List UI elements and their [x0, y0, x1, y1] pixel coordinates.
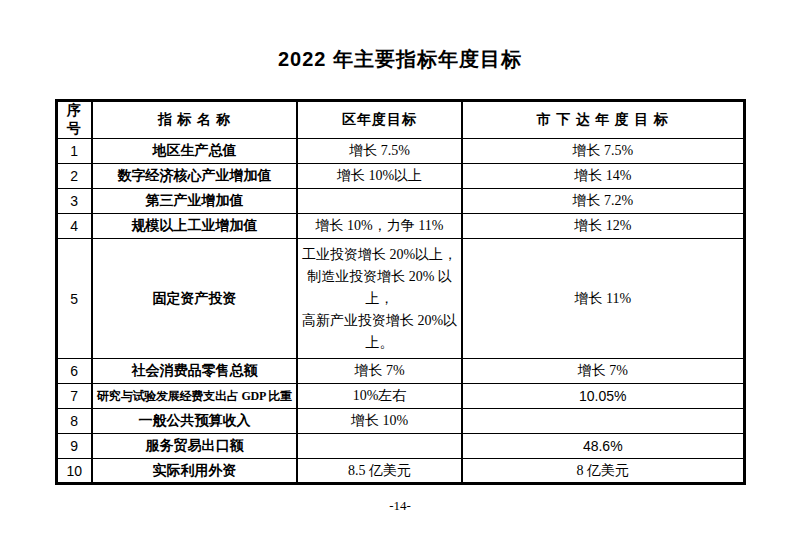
city-target-cell: 增长 7.2% [462, 189, 744, 214]
table-row: 10 实际利用外资 8.5 亿美元 8 亿美元 [56, 459, 744, 484]
district-target-cell: 8.5 亿美元 [297, 459, 462, 484]
indicator-name-cell: 服务贸易出口额 [92, 434, 297, 459]
city-target-cell: 增长 14% [462, 164, 744, 189]
indicator-name-cell: 社会消费品零售总额 [92, 359, 297, 384]
table-row: 6 社会消费品零售总额 增长 7% 增长 7% [56, 359, 744, 384]
table-row: 7 研究与试验发展经费支出占 GDP 比重 10%左右 10.05% [56, 384, 744, 409]
row-no-cell: 3 [56, 189, 92, 214]
row-no-cell: 10 [56, 459, 92, 484]
page-title: 2022 年主要指标年度目标 [0, 46, 800, 73]
table-row: 1 地区生产总值 增长 7.5% 增长 7.5% [56, 139, 744, 164]
table-row: 4 规模以上工业增加值 增长 10%，力争 11% 增长 12% [56, 214, 744, 239]
row-no-cell: 2 [56, 164, 92, 189]
header-city-target: 市 下 达 年 度 目 标 [462, 101, 744, 139]
table-row: 5 固定资产投资 工业投资增长 20%以上， 制造业投资增长 20% 以上， 高… [56, 239, 744, 359]
row-no-cell: 1 [56, 139, 92, 164]
header-no: 序号 [56, 101, 92, 139]
city-target-cell: 增长 12% [462, 214, 744, 239]
city-target-cell: 增长 7.5% [462, 139, 744, 164]
indicator-name-cell: 地区生产总值 [92, 139, 297, 164]
row-no-cell: 6 [56, 359, 92, 384]
row-no-cell: 7 [56, 384, 92, 409]
row-no-cell: 9 [56, 434, 92, 459]
page-number: -14- [0, 498, 800, 514]
district-target-cell: 增长 10% [297, 409, 462, 434]
header-indicator-name: 指 标 名 称 [92, 101, 297, 139]
table-row: 9 服务贸易出口额 48.6% [56, 434, 744, 459]
indicator-name-cell: 一般公共预算收入 [92, 409, 297, 434]
indicator-name-cell: 实际利用外资 [92, 459, 297, 484]
district-target-cell: 增长 7.5% [297, 139, 462, 164]
district-target-cell: 增长 10%，力争 11% [297, 214, 462, 239]
indicator-name-cell: 第三产业增加值 [92, 189, 297, 214]
district-target-cell: 工业投资增长 20%以上， 制造业投资增长 20% 以上， 高新产业投资增长 2… [297, 239, 462, 359]
table-row: 2 数字经济核心产业增加值 增长 10%以上 增长 14% [56, 164, 744, 189]
city-target-cell: 增长 7% [462, 359, 744, 384]
district-target-cell: 10%左右 [297, 384, 462, 409]
city-target-cell: 48.6% [462, 434, 744, 459]
district-target-cell [297, 189, 462, 214]
table-header-row: 序号 指 标 名 称 区年度目标 市 下 达 年 度 目 标 [56, 101, 744, 139]
indicator-name-cell: 研究与试验发展经费支出占 GDP 比重 [92, 384, 297, 409]
city-target-cell: 8 亿美元 [462, 459, 744, 484]
row-no-cell: 8 [56, 409, 92, 434]
table-row: 3 第三产业增加值 增长 7.2% [56, 189, 744, 214]
row-no-cell: 5 [56, 239, 92, 359]
district-target-cell [297, 434, 462, 459]
city-target-cell [462, 409, 744, 434]
indicator-name-cell: 规模以上工业增加值 [92, 214, 297, 239]
document-page: 2022 年主要指标年度目标 序号 指 标 名 称 区年度目标 市 下 达 年 … [0, 46, 800, 547]
header-district-target: 区年度目标 [297, 101, 462, 139]
district-target-cell: 增长 7% [297, 359, 462, 384]
targets-table: 序号 指 标 名 称 区年度目标 市 下 达 年 度 目 标 1 地区生产总值 … [55, 99, 746, 485]
row-no-cell: 4 [56, 214, 92, 239]
indicator-name-cell: 固定资产投资 [92, 239, 297, 359]
table-row: 8 一般公共预算收入 增长 10% [56, 409, 744, 434]
city-target-cell: 10.05% [462, 384, 744, 409]
district-target-cell: 增长 10%以上 [297, 164, 462, 189]
indicator-name-cell: 数字经济核心产业增加值 [92, 164, 297, 189]
city-target-cell: 增长 11% [462, 239, 744, 359]
